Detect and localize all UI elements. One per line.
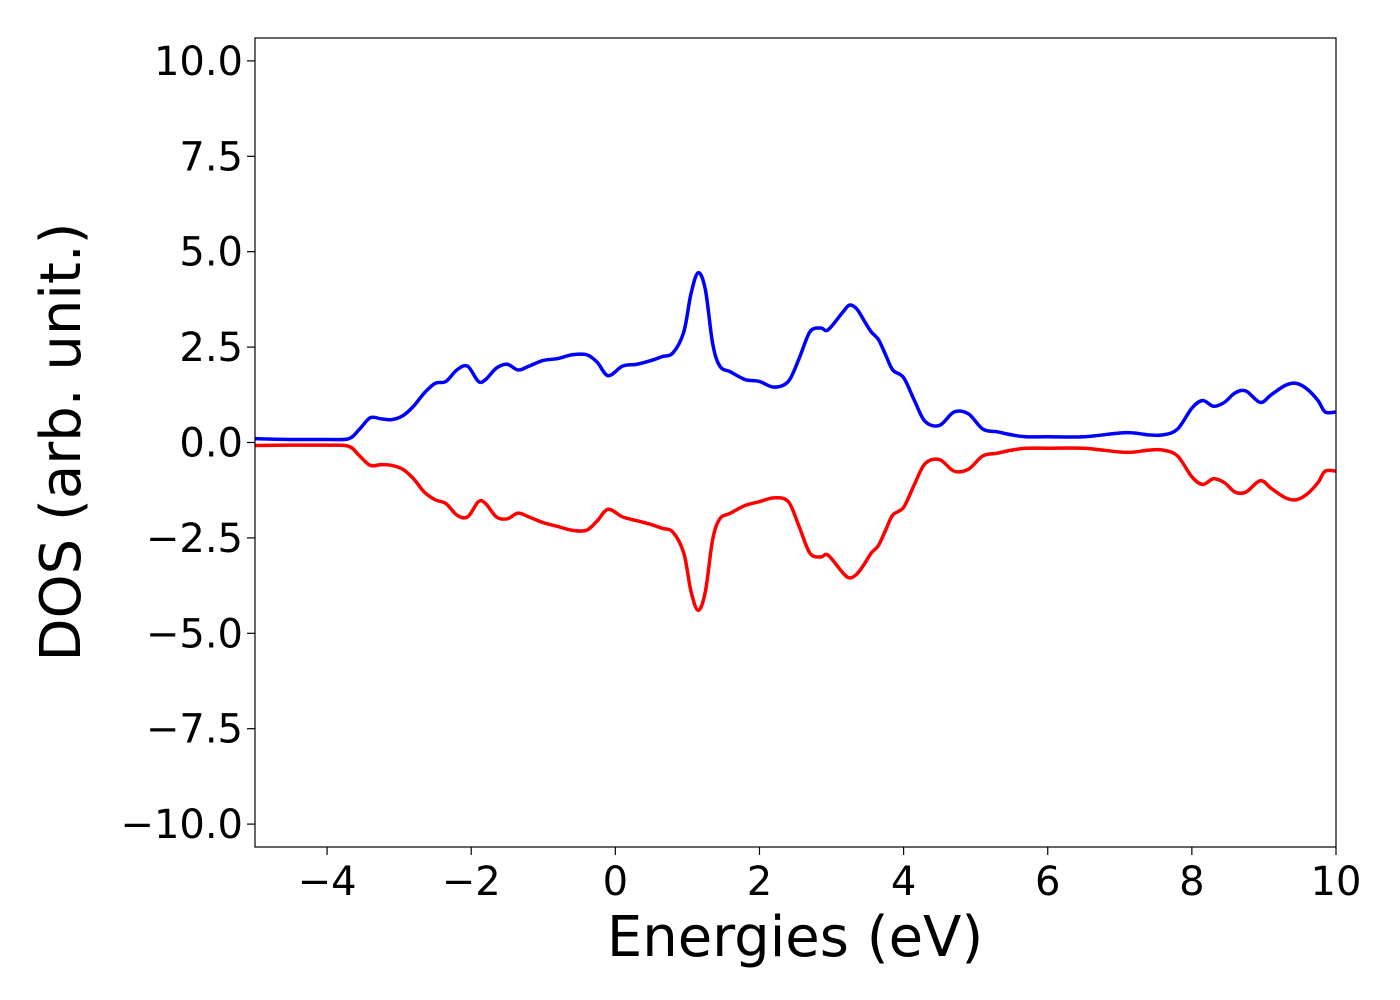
x-tick-label: −4 [298,859,357,905]
axis-ticks: −4 −2 0 2 4 6 8 10 10.0 7.5 5.0 2.5 0.0 −2.5 −5.0 −7.5 −… [120,39,1361,905]
y-axis-label: DOS (arb. unit.) [29,222,94,661]
x-tick-label: 8 [1179,859,1204,905]
y-tick-label: 2.5 [179,325,243,371]
x-tick-label: 4 [891,859,916,905]
x-tick-label: 2 [747,859,772,905]
plot-frame [254,37,1337,848]
plot-area [254,37,1337,848]
y-tick-label: −7.5 [146,707,243,753]
y-tick-label: −2.5 [146,516,243,562]
y-tick-label: −5.0 [146,611,243,657]
spin-down-dos-line [255,443,1336,613]
x-tick-label: 6 [1035,859,1060,905]
series-group [255,270,1336,613]
x-axis-label: Energies (eV) [607,905,983,970]
spin-up-dos-line [255,270,1336,442]
y-tick-label: −10.0 [120,802,243,848]
x-tick-label: 0 [603,859,628,905]
x-tick-label: −2 [442,859,501,905]
y-tick-label: 7.5 [179,134,243,180]
y-tick-label: 10.0 [154,39,243,85]
y-tick-label: 5.0 [179,230,243,276]
x-tick-label: 10 [1311,859,1362,905]
y-tick-label: 0.0 [179,421,243,467]
